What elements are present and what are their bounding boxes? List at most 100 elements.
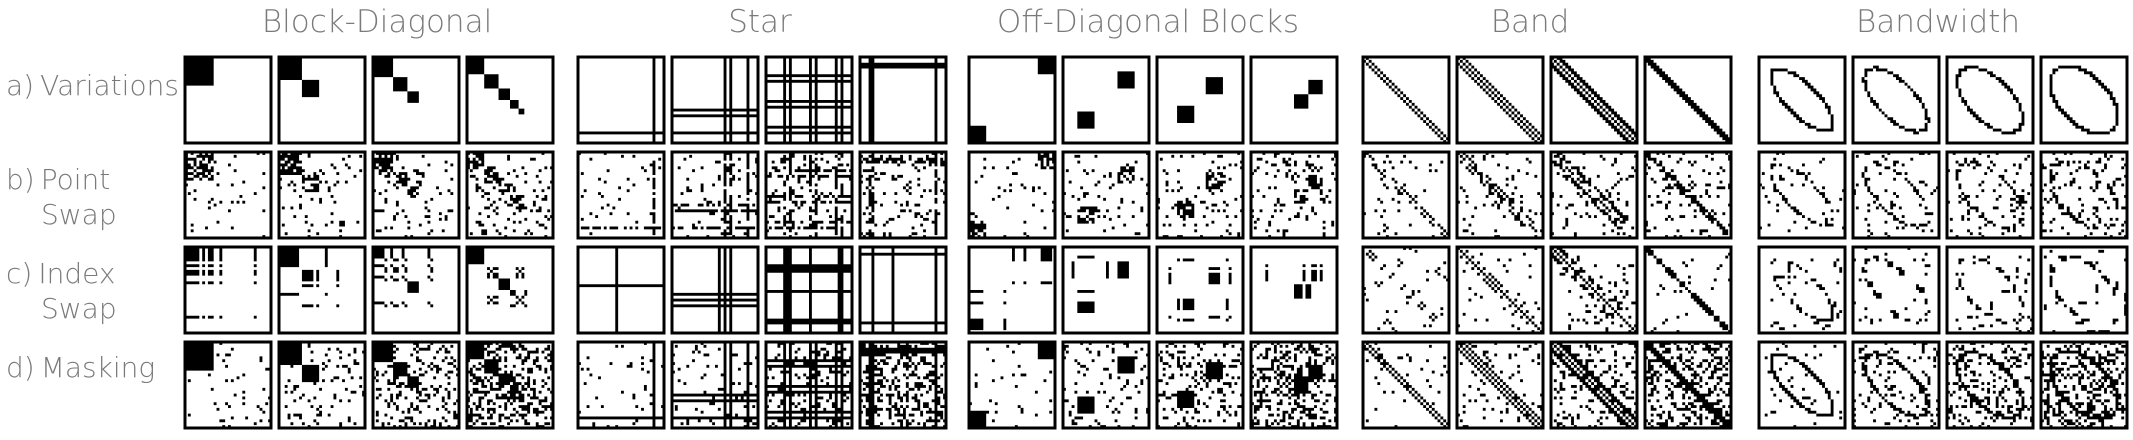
matrix-panel-bandwidth-variations [1757, 55, 1847, 145]
row-labels: a) Variations b) Point Swap c) Index Swap d… [6, 69, 179, 384]
matrix-frame [1851, 55, 1941, 145]
matrix-cells [1363, 57, 1449, 143]
matrix-frame [1061, 150, 1151, 240]
matrix-panel-block-diagonal-masking [371, 340, 461, 430]
matrix-cells [969, 247, 1053, 331]
matrix-frame [1851, 340, 1941, 430]
matrix-cells [1853, 152, 1939, 238]
matrix-cells [860, 247, 946, 333]
matrix-cells [467, 247, 528, 308]
matrix-frame [967, 55, 1057, 145]
matrix-cells [1457, 247, 1543, 333]
matrix-cells [1551, 152, 1637, 238]
matrix-panel-band-masking [1455, 340, 1545, 430]
matrix-panel-off-diagonal-blocks-point-swap [1061, 150, 1151, 240]
matrix-cells [185, 247, 257, 319]
matrix-cells [373, 152, 454, 238]
matrix-frame [967, 245, 1057, 335]
matrix-frame [2039, 340, 2129, 430]
matrix-cells [672, 342, 758, 428]
matrix-frame [1945, 150, 2035, 240]
matrix-frame [1061, 245, 1151, 335]
matrix-cells [2049, 65, 2119, 135]
matrix-cells [578, 247, 664, 333]
column-title-band: Band [1491, 4, 1570, 40]
matrix-panel-bandwidth-variations [1945, 55, 2035, 145]
matrix-frame [1155, 340, 1245, 430]
matrix-cells [578, 57, 664, 143]
matrix-frame [858, 150, 948, 240]
matrix-frame [670, 150, 760, 240]
matrix-frame [670, 55, 760, 145]
matrix-cells [373, 247, 434, 308]
matrix-cells [373, 342, 459, 428]
matrix-cells [578, 342, 664, 428]
matrix-frame [1155, 150, 1245, 240]
matrix-panel-star-point-swap [576, 150, 666, 240]
matrix-frame [2039, 245, 2129, 335]
row-label-line: Point [41, 163, 111, 196]
matrix-cells [578, 152, 662, 236]
matrix-panel-off-diagonal-blocks-index-swap [1155, 245, 1245, 335]
matrix-cells [1759, 152, 1845, 233]
matrix-panel-bandwidth-variations [1851, 55, 1941, 145]
matrix-frame [371, 245, 461, 335]
row-label-line: Variations [40, 69, 179, 102]
matrix-frame [465, 55, 555, 145]
matrix-frame [1455, 245, 1545, 335]
matrix-cells [1861, 65, 1931, 135]
matrix-panel-star-point-swap [858, 150, 948, 240]
matrix-panel-band-masking [1361, 340, 1451, 430]
matrix-cells [672, 57, 758, 143]
matrix-frame [1361, 150, 1451, 240]
matrix-panel-off-diagonal-blocks-point-swap [1155, 150, 1245, 240]
matrix-frame [1549, 150, 1639, 240]
matrix-panel-block-diagonal-index-swap [277, 245, 367, 335]
matrix-panel-off-diagonal-blocks-masking [1249, 340, 1339, 430]
matrix-panel-bandwidth-point-swap [1757, 150, 1847, 240]
matrix-cells [1251, 152, 1337, 238]
matrix-panel-bandwidth-variations [2039, 55, 2129, 145]
matrix-panel-off-diagonal-blocks-variations [1061, 55, 1151, 145]
matrix-frame [277, 150, 367, 240]
matrix-frame [183, 55, 273, 145]
matrix-cells [1457, 57, 1543, 143]
matrix-panel-block-diagonal-point-swap [371, 150, 461, 240]
row-label-prefix: a) [6, 69, 34, 102]
matrix-panel-off-diagonal-blocks-index-swap [1249, 245, 1339, 335]
matrix-cells [2043, 249, 2127, 333]
matrix-frame [764, 150, 854, 240]
matrix-panel-off-diagonal-blocks-point-swap [1249, 150, 1339, 240]
matrix-frame [277, 245, 367, 335]
matrix-frame [858, 55, 948, 145]
matrix-panel-star-point-swap [670, 150, 760, 240]
matrix-frame [1851, 150, 1941, 240]
matrix-panel-band-variations [1361, 55, 1451, 145]
matrix-cells [766, 342, 852, 428]
matrix-panel-block-diagonal-variations [183, 55, 273, 145]
matrix-panel-off-diagonal-blocks-masking [1061, 340, 1151, 430]
row-label-index-swap: c) Index [6, 257, 115, 290]
matrix-cells [1645, 152, 1731, 238]
column-title-off-diagonal-blocks: Off-Diagonal Blocks [997, 4, 1299, 40]
matrix-cells [860, 57, 946, 143]
matrix-panel-block-diagonal-masking [465, 340, 555, 430]
row-label-prefix: c) [6, 257, 32, 290]
matrix-frame [465, 150, 555, 240]
matrix-panel-band-point-swap [1643, 150, 1733, 240]
matrix-frame [1549, 55, 1639, 145]
matrix-panel-block-diagonal-point-swap [277, 150, 367, 240]
matrix-frame [277, 340, 367, 430]
matrix-cells [185, 152, 266, 238]
matrix-cells [467, 342, 553, 428]
matrix-frame [465, 245, 555, 335]
matrix-cells [1157, 342, 1243, 428]
matrix-panel-block-diagonal-masking [183, 340, 273, 430]
matrix-panel-star-masking [764, 340, 854, 430]
matrix-panel-bandwidth-point-swap [1945, 150, 2035, 240]
matrix-frame [1643, 245, 1733, 335]
matrix-panel-band-variations [1455, 55, 1545, 145]
matrix-frame [858, 245, 948, 335]
matrix-frame [670, 245, 760, 335]
